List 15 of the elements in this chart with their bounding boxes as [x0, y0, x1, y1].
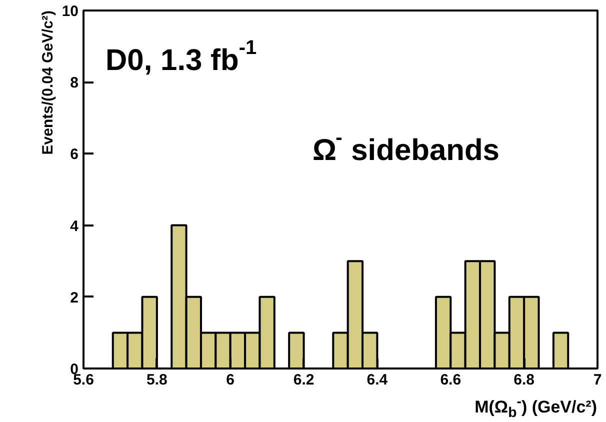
- x-tick-label: 5.8: [146, 372, 168, 388]
- x-tick-label: 7: [593, 372, 602, 388]
- x-tick-label: 6: [226, 372, 235, 388]
- x-axis-title: M(Ω$_{b}$$^{-}$) (GeV/c²): [474, 393, 597, 422]
- x-tick-label: 6.6: [440, 372, 462, 388]
- x-tick-label: 6.8: [514, 372, 535, 388]
- y-axis-title: Events/(0.04 GeV/c²): [40, 10, 56, 155]
- y-tick-label: 4: [70, 218, 80, 235]
- x-tick-label: 6.4: [366, 372, 388, 388]
- y-tick-label: 8: [70, 74, 78, 92]
- x-tick-label: 6.2: [293, 372, 314, 388]
- y-tick-label: 2: [70, 289, 78, 306]
- y-tick-label: 6: [70, 146, 78, 164]
- y-tick-label: 10: [62, 3, 79, 20]
- annotation: Ω- sidebands: [312, 127, 500, 167]
